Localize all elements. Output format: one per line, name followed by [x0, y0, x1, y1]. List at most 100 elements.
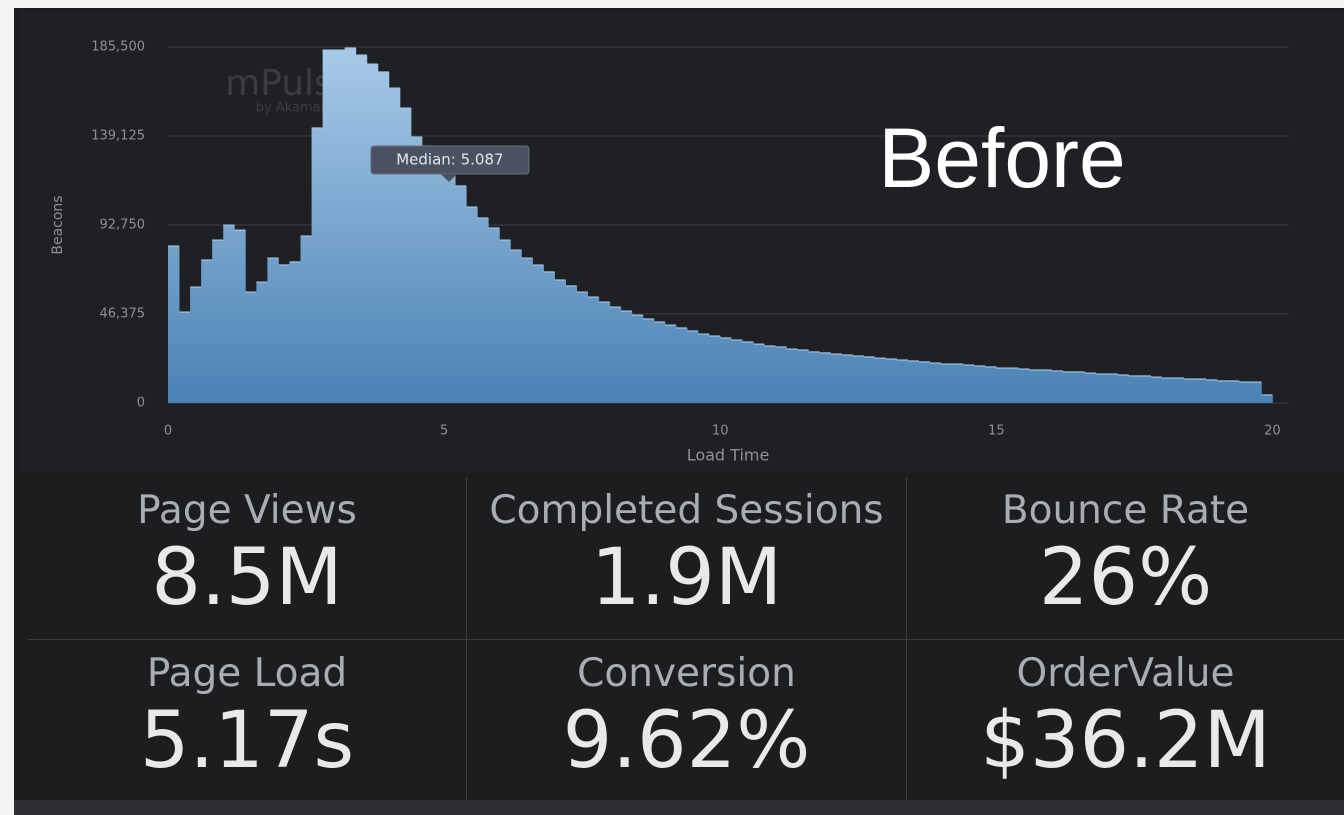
histogram-bar	[1040, 369, 1052, 403]
y-tick-label: 0	[137, 396, 145, 411]
histogram-bar	[179, 312, 191, 403]
histogram-bar	[422, 146, 434, 403]
kpi-value: 8.5M	[151, 533, 343, 623]
histogram-bar	[919, 361, 931, 403]
histogram-bar	[1117, 374, 1130, 403]
y-tick-label: 139,125	[91, 129, 145, 144]
histogram-bar	[653, 322, 666, 403]
histogram-bar	[1228, 380, 1240, 403]
footer-strip	[14, 800, 1344, 815]
histogram-bar	[863, 356, 876, 403]
histogram-bar	[168, 246, 180, 403]
histogram-bar	[410, 137, 423, 403]
histogram-bar	[1206, 379, 1218, 403]
kpi-grid: Page Views 8.5M Completed Sessions 1.9M Bo…	[28, 477, 1344, 800]
x-tick-label: 15	[988, 424, 1005, 439]
kpi-value: 9.62%	[562, 696, 811, 786]
watermark-sub: by Akamai	[256, 101, 324, 116]
tooltip-pointer	[440, 174, 457, 182]
histogram-bar	[664, 325, 677, 403]
y-axis-label: Beacons	[50, 195, 66, 254]
histogram-bar	[797, 350, 809, 403]
histogram-bar	[985, 366, 997, 403]
histogram-bar	[466, 207, 478, 403]
histogram-bar	[223, 225, 235, 403]
histogram-bar	[941, 364, 953, 403]
histogram-bar	[1073, 371, 1086, 403]
histogram-bar	[499, 240, 511, 403]
histogram-bar	[1184, 379, 1196, 403]
histogram-bar	[676, 327, 688, 403]
kpi-label: Page Views	[137, 488, 357, 533]
histogram-bar	[1150, 377, 1163, 403]
histogram-bar	[477, 217, 489, 403]
histogram-bar	[190, 287, 202, 403]
histogram-bar	[907, 360, 920, 403]
histogram-bar	[1261, 394, 1273, 403]
histogram-bar	[322, 50, 335, 404]
histogram-bar	[267, 258, 279, 403]
histogram-bar	[587, 297, 600, 403]
histogram-bar	[366, 64, 379, 403]
histogram-bar	[234, 230, 246, 403]
kpi-tile: Page Load 5.17s	[28, 640, 467, 800]
histogram-bar	[388, 88, 401, 403]
histogram-bar	[245, 292, 257, 403]
x-tick-label: 0	[164, 424, 172, 439]
x-tick-label: 20	[1264, 424, 1281, 439]
histogram-bar	[1106, 374, 1119, 403]
histogram-bar	[1250, 382, 1262, 403]
kpi-label: Page Load	[146, 651, 348, 696]
histogram-bar	[609, 307, 622, 403]
kpi-tile: Completed Sessions 1.9M	[467, 477, 907, 640]
histogram-bar	[333, 50, 346, 404]
kpi-label: Conversion	[577, 651, 796, 696]
histogram-bar	[532, 265, 544, 403]
histogram-bar	[399, 108, 412, 404]
histogram-bar	[1051, 370, 1063, 403]
histogram-bar	[433, 160, 445, 403]
histogram-bar	[256, 282, 268, 403]
histogram-bar	[764, 346, 776, 403]
histogram-bar	[852, 355, 865, 403]
histogram-bar	[952, 364, 964, 403]
histogram-bar	[510, 250, 522, 403]
kpi-value: $36.2M	[980, 696, 1271, 786]
kpi-value: 5.17s	[139, 696, 355, 786]
histogram-bar	[1084, 373, 1097, 403]
histogram-bar	[819, 352, 832, 403]
histogram-bar	[289, 261, 301, 403]
histogram-bar	[620, 311, 633, 403]
histogram-bar	[1095, 374, 1108, 403]
histogram-bar	[996, 368, 1008, 403]
histogram-bar	[731, 340, 743, 403]
histogram-bar	[344, 47, 357, 404]
x-tick-label: 10	[712, 424, 729, 439]
histogram-bar	[576, 292, 589, 403]
median-tooltip: Median: 5.087	[370, 145, 530, 182]
kpi-value: 1.9M	[590, 533, 783, 623]
kpi-value: 26%	[1038, 533, 1213, 623]
histogram-bar	[874, 358, 887, 403]
histogram-bar	[598, 302, 611, 403]
histogram-bar	[554, 279, 566, 403]
histogram-bar	[642, 318, 655, 403]
histogram-bar	[1139, 375, 1152, 403]
x-axis-label: Load Time	[687, 446, 770, 465]
histogram-bar	[1007, 368, 1019, 403]
histogram-bar	[565, 285, 578, 403]
y-tick-label: 46,375	[100, 307, 146, 322]
histogram-bar	[377, 71, 390, 403]
kpi-tile: Conversion 9.62%	[467, 640, 907, 800]
histogram-bar	[775, 346, 787, 403]
histogram-bar	[1217, 380, 1229, 403]
y-tick-label: 92,750	[100, 218, 146, 233]
overlay-text: Before	[878, 111, 1126, 205]
histogram-bar	[885, 359, 898, 403]
tooltip-label: Median: 5.087	[396, 151, 503, 169]
kpi-label: Completed Sessions	[489, 488, 884, 533]
histogram-bar	[687, 331, 699, 403]
histogram-bar	[631, 315, 644, 403]
y-tick-label: 185,500	[91, 40, 145, 55]
histogram-bar	[311, 127, 324, 403]
